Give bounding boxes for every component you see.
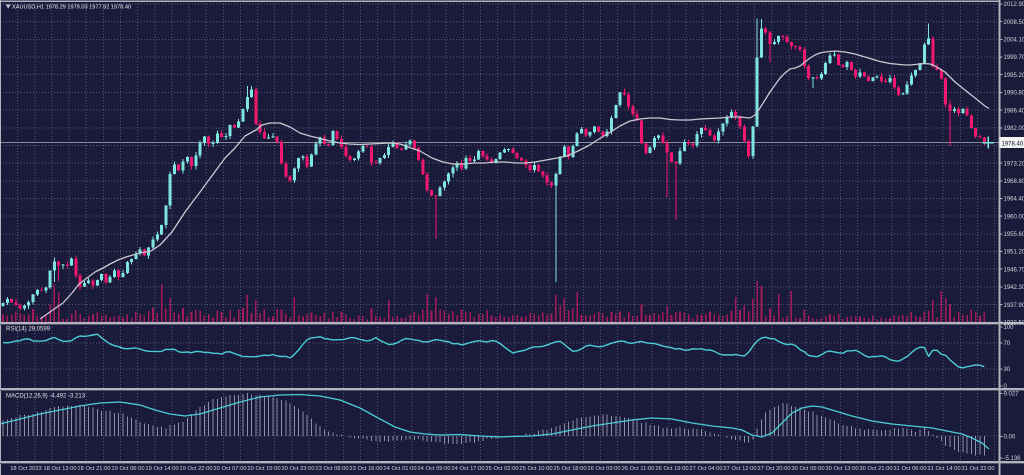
svg-text:27 Oct 20:00: 27 Oct 20:00 [757, 466, 790, 472]
svg-text:27 Oct 04:00: 27 Oct 04:00 [689, 466, 722, 472]
svg-text:70: 70 [1004, 341, 1011, 347]
svg-text:2012.90: 2012.90 [1004, 2, 1024, 8]
svg-text:1960.00: 1960.00 [1004, 214, 1024, 220]
svg-text:18 Oct 13:00: 18 Oct 13:00 [43, 466, 76, 472]
svg-text:MACD(12,26,9) -4.492 -3.213: MACD(12,26,9) -4.492 -3.213 [6, 394, 86, 400]
svg-text:23 Oct 16:00: 23 Oct 16:00 [349, 466, 382, 472]
svg-text:1964.40: 1964.40 [1004, 197, 1024, 203]
svg-text:1937.90: 1937.90 [1004, 303, 1024, 309]
svg-text:25 Oct 18:00: 25 Oct 18:00 [553, 466, 586, 472]
svg-text:24 Oct 01:00: 24 Oct 01:00 [383, 466, 416, 472]
svg-text:-5.136: -5.136 [1004, 456, 1022, 462]
svg-text:1999.70: 1999.70 [1004, 55, 1024, 61]
svg-text:23 Oct 08:00: 23 Oct 08:00 [315, 466, 348, 472]
svg-text:19 Oct 06:00: 19 Oct 06:00 [111, 466, 144, 472]
svg-text:1955.60: 1955.60 [1004, 232, 1024, 238]
svg-text:XAUUSD,H1 1978.29 1979.03 197: XAUUSD,H1 1978.29 1979.03 1977.92 1978.4… [12, 5, 131, 11]
svg-text:18 Oct 21:00: 18 Oct 21:00 [77, 466, 110, 472]
svg-text:RSI(14) 29.0599: RSI(14) 29.0599 [6, 327, 51, 333]
svg-text:24 Oct 17:00: 24 Oct 17:00 [451, 466, 484, 472]
svg-text:20 Oct 15:00: 20 Oct 15:00 [247, 466, 280, 472]
svg-text:9.027: 9.027 [1004, 392, 1020, 398]
svg-text:30 Oct 21:00: 30 Oct 21:00 [859, 466, 892, 472]
svg-text:26 Oct 11:00: 26 Oct 11:00 [622, 466, 655, 472]
svg-text:31 Oct 06:00: 31 Oct 06:00 [893, 466, 926, 472]
svg-text:2004.10: 2004.10 [1004, 38, 1024, 44]
svg-text:30 Oct 05:00: 30 Oct 05:00 [791, 466, 824, 472]
svg-text:1942.30: 1942.30 [1004, 285, 1024, 291]
svg-text:27 Oct 12:00: 27 Oct 12:00 [723, 466, 756, 472]
svg-text:1995.20: 1995.20 [1004, 73, 1024, 79]
svg-text:1986.40: 1986.40 [1004, 108, 1024, 114]
svg-text:1933.50: 1933.50 [1004, 320, 1024, 326]
svg-text:19 Oct 14:00: 19 Oct 14:00 [145, 466, 178, 472]
svg-text:20 Oct 23:00: 20 Oct 23:00 [281, 466, 314, 472]
svg-text:30: 30 [1004, 367, 1011, 373]
svg-text:1978.40: 1978.40 [1002, 141, 1024, 147]
svg-text:24 Oct 09:00: 24 Oct 09:00 [417, 466, 450, 472]
svg-text:1990.80: 1990.80 [1004, 91, 1024, 97]
svg-text:1951.20: 1951.20 [1004, 250, 1024, 256]
svg-text:18 Oct 2023: 18 Oct 2023 [10, 466, 42, 472]
svg-text:0.00: 0.00 [1004, 435, 1016, 441]
svg-text:30 Oct 13:00: 30 Oct 13:00 [825, 466, 858, 472]
svg-text:26 Oct 19:00: 26 Oct 19:00 [655, 466, 688, 472]
svg-text:25 Oct 02:00: 25 Oct 02:00 [485, 466, 518, 472]
svg-text:1968.80: 1968.80 [1004, 179, 1024, 185]
svg-text:31 Oct 22:00: 31 Oct 22:00 [961, 466, 994, 472]
svg-text:0: 0 [1004, 384, 1008, 390]
svg-text:2008.50: 2008.50 [1004, 20, 1024, 26]
svg-text:31 Oct 14:00: 31 Oct 14:00 [927, 466, 960, 472]
svg-text:20 Oct 07:00: 20 Oct 07:00 [213, 466, 246, 472]
svg-text:100: 100 [1004, 325, 1015, 331]
svg-text:25 Oct 10:00: 25 Oct 10:00 [519, 466, 552, 472]
svg-text:1946.70: 1946.70 [1004, 267, 1024, 273]
svg-text:1982.00: 1982.00 [1004, 126, 1024, 132]
svg-text:1973.20: 1973.20 [1004, 161, 1024, 167]
svg-text:26 Oct 03:00: 26 Oct 03:00 [587, 466, 620, 472]
svg-text:19 Oct 22:00: 19 Oct 22:00 [179, 466, 212, 472]
